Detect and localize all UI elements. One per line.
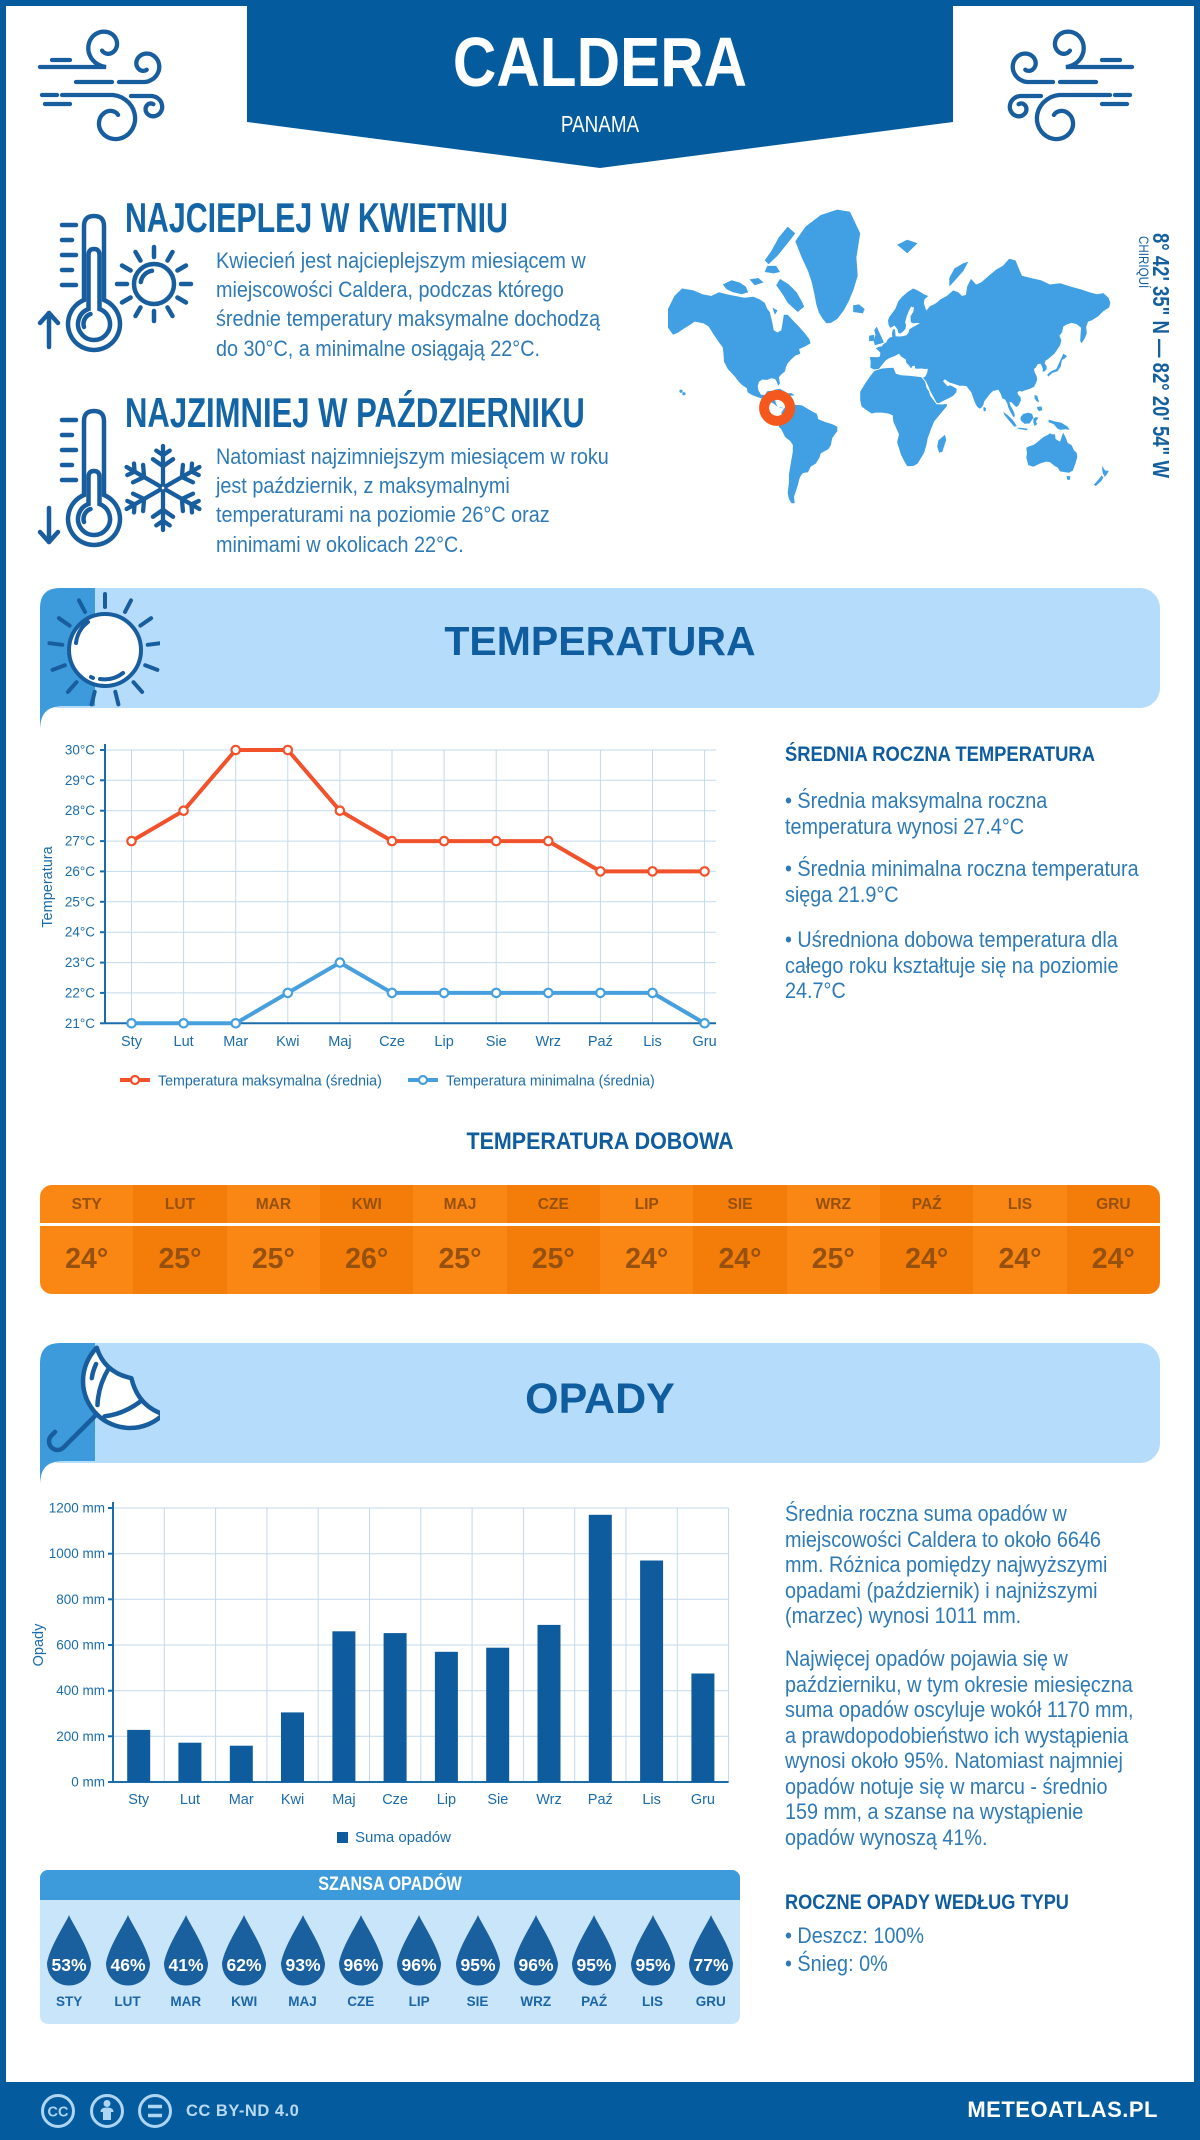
svg-text:96%: 96% — [518, 1955, 553, 1975]
svg-text:22°C: 22°C — [65, 985, 95, 1000]
svg-text:1000 mm: 1000 mm — [49, 1546, 105, 1561]
svg-text:400 mm: 400 mm — [56, 1683, 105, 1698]
svg-text:30°C: 30°C — [65, 743, 95, 758]
svg-text:28°C: 28°C — [65, 803, 95, 818]
svg-text:25°C: 25°C — [65, 894, 95, 909]
svg-text:Cze: Cze — [382, 1792, 408, 1808]
svg-text:24°C: 24°C — [65, 925, 95, 940]
svg-text:800 mm: 800 mm — [56, 1592, 105, 1607]
svg-text:Gru: Gru — [691, 1792, 715, 1808]
svg-text:Wrz: Wrz — [536, 1792, 562, 1808]
svg-text:Gru: Gru — [693, 1034, 717, 1050]
svg-text:Lut: Lut — [180, 1792, 200, 1808]
svg-text:27°C: 27°C — [65, 834, 95, 849]
svg-text:Lip: Lip — [434, 1034, 453, 1050]
svg-text:Maj: Maj — [328, 1034, 351, 1050]
svg-text:Cze: Cze — [379, 1034, 405, 1050]
svg-text:62%: 62% — [227, 1955, 262, 1975]
svg-text:Temperatura minimalna (średnia: Temperatura minimalna (średnia) — [446, 1073, 655, 1089]
svg-text:93%: 93% — [285, 1955, 320, 1975]
svg-text:26°C: 26°C — [65, 864, 95, 879]
svg-text:Sie: Sie — [486, 1034, 507, 1050]
svg-text:Lis: Lis — [643, 1034, 662, 1050]
svg-text:200 mm: 200 mm — [56, 1729, 105, 1744]
svg-text:Lis: Lis — [642, 1792, 661, 1808]
svg-text:CC: CC — [48, 2105, 69, 2121]
svg-text:96%: 96% — [402, 1955, 437, 1975]
svg-text:23°C: 23°C — [65, 955, 95, 970]
svg-text:77%: 77% — [693, 1955, 728, 1975]
svg-text:46%: 46% — [110, 1955, 145, 1975]
svg-text:Sty: Sty — [128, 1792, 150, 1808]
svg-text:0 mm: 0 mm — [71, 1775, 105, 1790]
svg-text:95%: 95% — [460, 1955, 495, 1975]
svg-text:Opady: Opady — [31, 1623, 47, 1666]
svg-text:Lut: Lut — [174, 1034, 194, 1050]
svg-text:29°C: 29°C — [65, 773, 95, 788]
svg-text:Sie: Sie — [487, 1792, 508, 1808]
svg-text:1200 mm: 1200 mm — [49, 1501, 105, 1516]
svg-text:Paź: Paź — [588, 1792, 613, 1808]
svg-text:96%: 96% — [343, 1955, 378, 1975]
svg-text:Wrz: Wrz — [536, 1034, 562, 1050]
svg-text:600 mm: 600 mm — [56, 1638, 105, 1653]
svg-text:Kwi: Kwi — [276, 1034, 299, 1050]
svg-text:Lip: Lip — [437, 1792, 456, 1808]
svg-text:41%: 41% — [168, 1955, 203, 1975]
svg-text:53%: 53% — [52, 1955, 87, 1975]
svg-text:Mar: Mar — [229, 1792, 254, 1808]
svg-text:Mar: Mar — [223, 1034, 248, 1050]
svg-text:Kwi: Kwi — [281, 1792, 304, 1808]
svg-text:Sty: Sty — [121, 1034, 143, 1050]
svg-text:Maj: Maj — [332, 1792, 355, 1808]
svg-text:Suma opadów: Suma opadów — [355, 1829, 451, 1846]
svg-text:Temperatura maksymalna (średni: Temperatura maksymalna (średnia) — [158, 1073, 382, 1089]
svg-text:Temperatura: Temperatura — [40, 845, 56, 927]
svg-text:95%: 95% — [577, 1955, 612, 1975]
svg-text:95%: 95% — [635, 1955, 670, 1975]
svg-text:Paź: Paź — [588, 1034, 613, 1050]
svg-text:21°C: 21°C — [65, 1016, 95, 1031]
